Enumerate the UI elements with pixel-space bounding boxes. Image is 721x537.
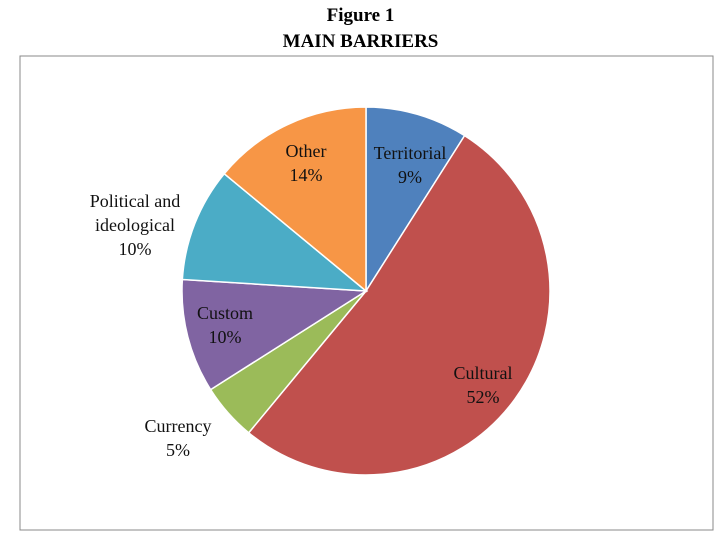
pie-slice — [247, 134, 551, 476]
pie-slice — [181, 278, 369, 391]
chart-subtitle: MAIN BARRIERS — [282, 31, 439, 52]
slice-label: Other 14% — [241, 139, 371, 187]
category-label: Territorial — [373, 143, 447, 163]
value-label: 52% — [466, 387, 500, 407]
slice-label: Currency 5% — [113, 414, 243, 462]
slice-label: Custom 10% — [160, 301, 290, 349]
slice-label: Cultural 52% — [418, 361, 548, 409]
category-label: Custom — [196, 303, 253, 323]
category-label: Political and ideological — [89, 191, 181, 235]
chart-frame — [19, 55, 714, 531]
value-label: 9% — [398, 167, 422, 187]
chart-title: Figure 1 — [326, 5, 395, 26]
pie-slice — [181, 172, 369, 292]
pie-slice — [223, 106, 367, 293]
category-label: Currency — [144, 416, 212, 436]
value-label: 10% — [118, 239, 152, 259]
slice-label: Political and ideological 10% — [70, 189, 200, 261]
category-label: Other — [285, 141, 327, 161]
pie-slice — [365, 106, 466, 294]
slice-label: Territorial 9% — [345, 141, 475, 189]
value-label: 5% — [166, 440, 190, 460]
category-label: Cultural — [453, 363, 513, 383]
value-label: 14% — [289, 165, 323, 185]
value-label: 10% — [208, 327, 242, 347]
